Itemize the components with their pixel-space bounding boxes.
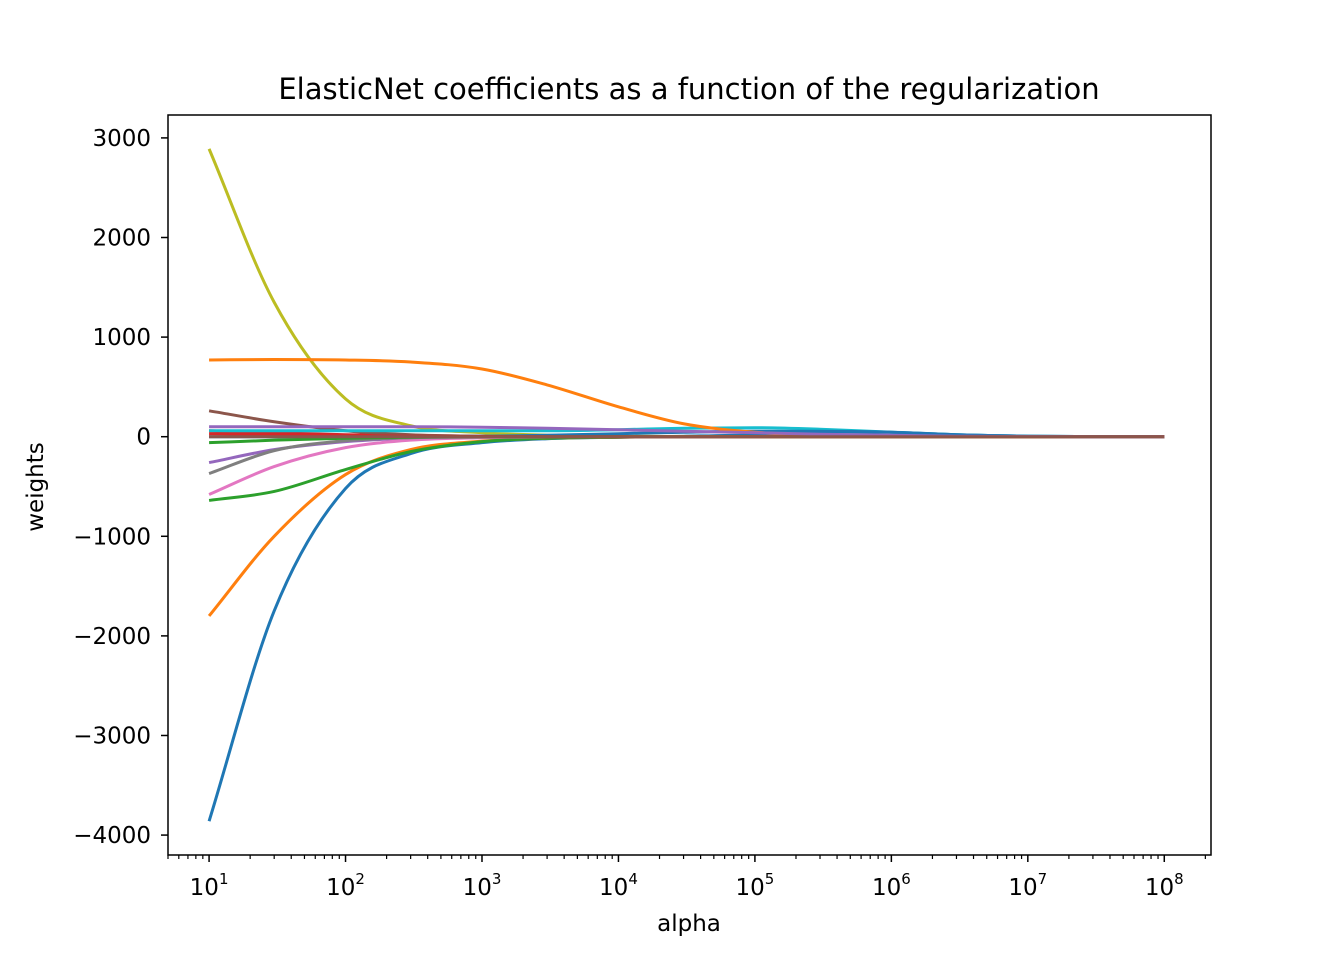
x-tick-label-6: 106	[872, 870, 911, 901]
series-line-2	[207, 435, 1165, 617]
x-tick-label-5: 105	[735, 870, 774, 901]
x-axis: 101 102 103 104 105 106 107 108	[167, 855, 1206, 901]
series-layer	[207, 148, 1165, 822]
x-tick-label-4: 104	[599, 870, 638, 901]
chart-title: ElasticNet coefficients as a function of…	[278, 72, 1099, 106]
y-tick-label-6: −2000	[73, 624, 151, 650]
series-line-7	[208, 435, 1165, 496]
plot-frame	[167, 114, 1212, 856]
x-tick-label-2: 102	[326, 870, 365, 901]
x-axis-label: alpha	[657, 911, 721, 937]
series-line-1	[207, 430, 1165, 822]
x-tick-label-8: 108	[1145, 870, 1184, 901]
series-line-12	[209, 358, 1165, 439]
y-axis: 3000 2000 1000 0 −1000 −2000 −3000 −4000	[73, 126, 168, 849]
x-tick-label-3: 103	[463, 870, 502, 901]
y-tick-label-7: −3000	[73, 723, 151, 749]
series-line-9	[207, 148, 1165, 439]
y-tick-label-1: 3000	[92, 126, 151, 152]
y-tick-label-2: 2000	[92, 226, 151, 252]
x-tick-label-1: 101	[190, 870, 229, 901]
y-tick-label-8: −4000	[73, 823, 151, 849]
y-tick-label-4: 0	[136, 425, 151, 451]
x-tick-label-7: 107	[1008, 870, 1047, 901]
y-axis-label: weights	[23, 442, 49, 532]
y-tick-label-5: −1000	[73, 524, 151, 550]
y-tick-label-3: 1000	[92, 325, 151, 351]
